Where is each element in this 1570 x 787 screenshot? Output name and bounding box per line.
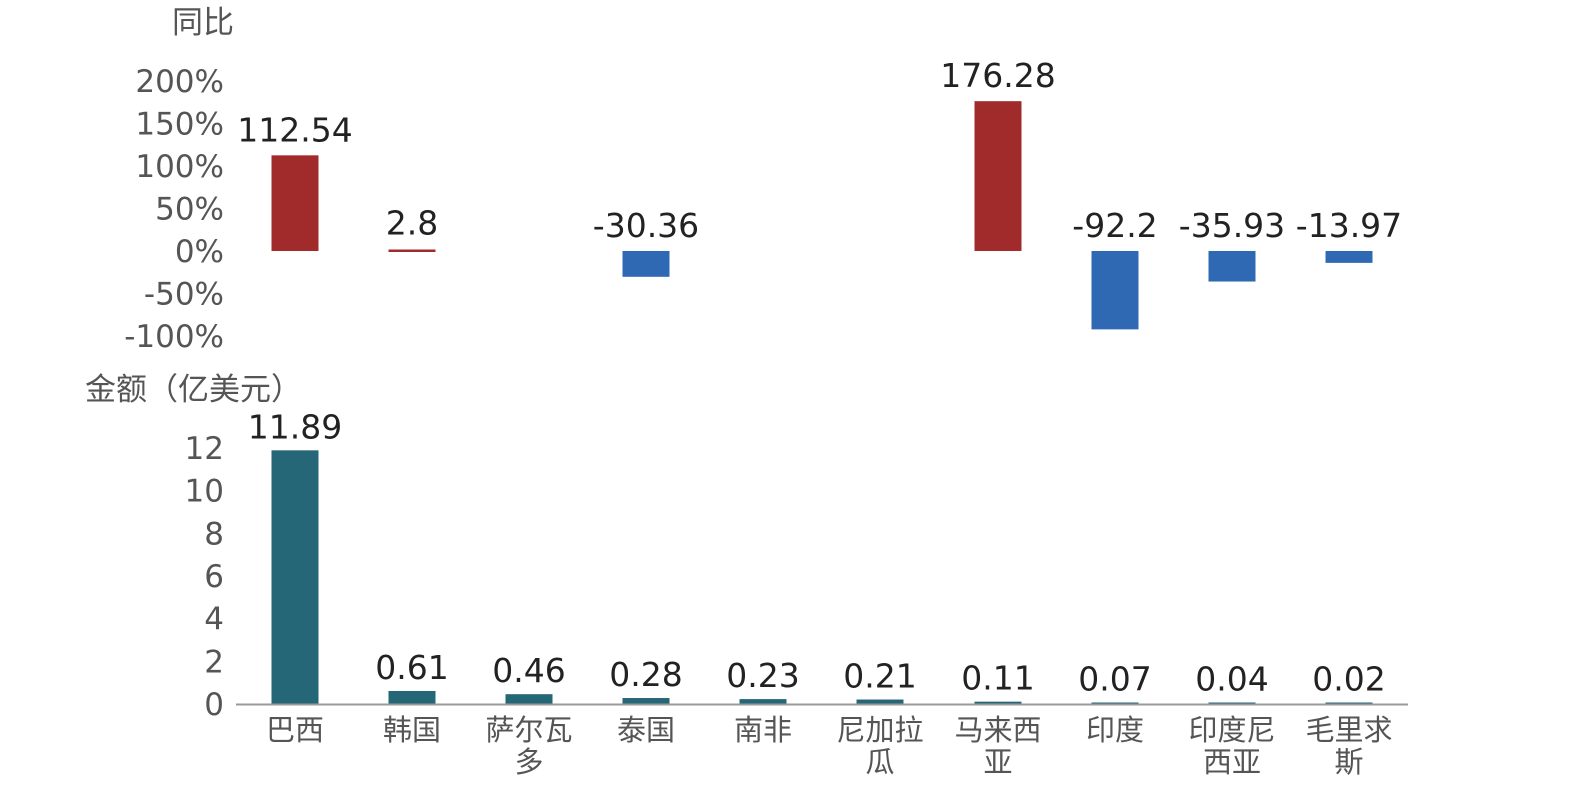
category-label: 印度尼 [1188,713,1275,747]
amount-bar [739,699,787,704]
amount-data-label: 0.46 [492,651,565,690]
amount-data-label: 0.23 [726,656,799,695]
amount-bar [622,698,670,704]
yoy-bar [622,251,670,277]
yoy-axis-title: 同比 [172,5,234,41]
yoy-ytick-label: 150% [135,107,224,143]
amount-data-label: 0.02 [1312,660,1385,699]
yoy-data-label: -13.97 [1296,206,1402,245]
yoy-bar [1091,251,1139,330]
yoy-data-label: 2.8 [386,204,438,243]
amount-ytick-label: 10 [185,474,224,510]
amount-bar [1091,702,1139,704]
category-label: 多 [514,745,543,779]
yoy-bar [1325,251,1373,263]
yoy-bar [1208,251,1256,282]
category-label: 泰国 [617,713,675,747]
yoy-ytick-label: 200% [135,64,224,100]
yoy-data-label: -92.2 [1072,206,1157,245]
yoy-ytick-label: 0% [175,234,224,270]
amount-data-label: 0.28 [609,655,682,694]
amount-ytick-label: 2 [204,644,224,680]
yoy-data-label: -30.36 [593,206,699,245]
yoy-ytick-label: -100% [124,319,224,355]
amount-chart: 金额（亿美元） 12 10 8 6 4 2 0 11.89 0.61 0.46 0.28 0.23 0.2… [85,372,1408,779]
amount-bar [856,699,904,704]
category-label: 瓜 [865,745,894,779]
category-label: 西亚 [1203,745,1261,779]
yoy-chart: 同比 200% 150% 100% 50% 0% -50% -100% 112.54 2.8 -30… [124,5,1402,355]
amount-ytick-label: 4 [204,602,224,638]
yoy-bar [271,155,319,251]
amount-data-label: 11.89 [248,407,342,446]
amount-bar [1208,702,1256,704]
category-label: 尼加拉 [836,713,923,747]
category-label: 毛里求 [1305,713,1392,747]
category-label: 印度 [1086,713,1144,747]
amount-bar [271,450,319,704]
yoy-bar [388,249,436,252]
yoy-bar [974,101,1022,251]
amount-bar [1325,702,1373,704]
yoy-data-label: 176.28 [940,56,1055,95]
yoy-data-label: -35.93 [1179,206,1285,245]
amount-axis-title: 金额（亿美元） [85,372,302,408]
amount-ytick-label: 0 [204,687,224,723]
category-label: 南非 [734,713,792,747]
category-label: 巴西 [266,713,324,747]
category-label: 亚 [983,745,1012,779]
amount-bar [505,694,553,704]
amount-bar [388,690,436,704]
category-label: 斯 [1334,745,1363,779]
amount-ytick-label: 12 [185,431,224,467]
amount-data-label: 0.04 [1195,660,1268,699]
category-label: 萨尔瓦 [485,713,572,747]
category-label: 马来西 [954,713,1041,747]
yoy-ytick-label: -50% [144,277,224,313]
amount-data-label: 0.11 [961,659,1034,698]
amount-bar [974,701,1022,704]
amount-ytick-label: 6 [204,559,224,595]
amount-data-label: 0.07 [1078,660,1151,699]
category-label: 韩国 [383,713,441,747]
yoy-ytick-label: 50% [155,192,224,228]
amount-ytick-label: 8 [204,516,224,552]
amount-data-label: 0.21 [843,657,916,696]
amount-data-label: 0.61 [375,648,448,687]
yoy-data-label: 112.54 [237,110,352,149]
yoy-ytick-label: 100% [135,149,224,185]
